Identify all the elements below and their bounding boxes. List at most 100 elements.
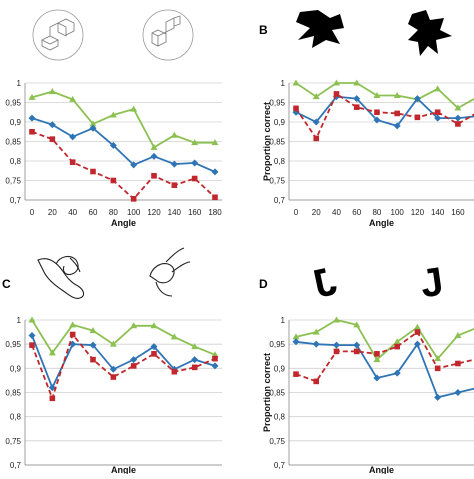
x-axis-label: Angle: [111, 218, 136, 228]
stimulus-letter-right: J: [418, 260, 446, 307]
data-point-blue: [211, 168, 219, 176]
data-point-red: [434, 109, 441, 116]
y-tick-label: 0,9: [10, 118, 22, 127]
data-point-blue: [373, 116, 381, 124]
data-point-red: [374, 351, 380, 357]
x-axis-label: Angle: [369, 465, 394, 474]
y-tick-label: 0,7: [10, 196, 22, 205]
series-line-red: [295, 330, 474, 383]
data-point-blue: [434, 114, 442, 122]
data-point-green: [48, 88, 56, 95]
data-point-green: [28, 93, 36, 100]
data-point-green: [413, 323, 421, 330]
data-point-blue: [454, 114, 462, 122]
data-point-green: [454, 104, 462, 111]
data-point-red: [90, 168, 96, 175]
data-point-red: [49, 395, 56, 402]
y-tick-label: 0,85: [5, 138, 21, 147]
data-point-red: [414, 114, 421, 121]
chart-panel-2: 0,7 0,75 0,8 0,85 0,9 0,95 1 0 20 40 60 80 100 120 140…: [259, 23, 474, 228]
panel-label: B: [259, 23, 268, 37]
x-tick-label: 80: [109, 208, 118, 217]
data-point-blue: [393, 122, 401, 130]
data-point-green: [353, 321, 361, 328]
x-tick-label: 20: [48, 208, 57, 217]
x-tick-label: 100: [127, 208, 141, 217]
y-tick-label: 0,75: [269, 177, 285, 186]
y-tick-label: 0,85: [269, 389, 285, 398]
data-point-green: [89, 327, 97, 334]
data-point-red: [353, 348, 360, 355]
data-point-green: [69, 95, 77, 102]
data-point-green: [292, 333, 300, 340]
data-point-red: [29, 128, 35, 135]
data-point-red: [151, 173, 157, 179]
svg-text:J: J: [418, 260, 446, 307]
data-point-green: [150, 143, 158, 150]
data-point-green: [312, 328, 320, 335]
data-point-blue: [109, 141, 117, 149]
x-tick-label: 60: [352, 208, 361, 217]
stimulus-cube-figure-right: [142, 9, 194, 61]
chart-panel-3: 0,70,750,80,850,90,951020406080100120140…: [2, 277, 222, 479]
x-axis-label: Angle: [111, 465, 136, 474]
data-point-blue: [191, 159, 199, 167]
data-point-green: [332, 316, 340, 323]
x-tick-label: 180: [208, 208, 222, 217]
data-point-green: [69, 321, 77, 328]
data-point-green: [109, 340, 117, 347]
y-tick-label: 0,8: [10, 413, 22, 422]
data-point-green: [28, 316, 36, 323]
data-point-red: [455, 360, 461, 367]
data-point-green: [353, 79, 361, 86]
y-tick-label: 0,7: [274, 196, 286, 205]
data-point-blue: [69, 133, 77, 141]
svg-text:J: J: [310, 259, 341, 307]
series-line-blue: [295, 95, 474, 127]
data-point-green: [191, 139, 199, 146]
data-point-red: [455, 121, 461, 127]
y-tick-label: 0,9: [274, 118, 286, 127]
y-tick-label: 1: [281, 79, 286, 88]
y-tick-label: 0,85: [269, 138, 285, 147]
data-point-green: [393, 91, 401, 98]
y-tick-label: 1: [17, 79, 22, 88]
x-tick-label: 120: [147, 208, 161, 217]
data-point-red: [130, 196, 137, 202]
y-tick-label: 0,7: [274, 461, 286, 470]
data-point-green: [130, 105, 138, 112]
data-point-green: [434, 355, 442, 362]
data-point-blue: [109, 365, 117, 373]
chart-panel-4: 0,70,750,80,850,90,951020406080100120140…: [259, 277, 474, 479]
data-point-blue: [312, 340, 320, 348]
data-point-green: [109, 111, 117, 118]
y-axis-label: Proportion correct: [262, 102, 272, 181]
x-tick-label: 100: [391, 208, 405, 217]
data-point-blue: [292, 338, 300, 346]
data-point-green: [150, 322, 158, 329]
data-point-green: [332, 79, 340, 86]
data-point-green: [170, 333, 178, 340]
data-point-blue: [150, 152, 158, 160]
y-tick-label: 0,9: [10, 364, 22, 373]
y-tick-label: 0,75: [5, 177, 21, 186]
series-line-green: [31, 90, 215, 149]
chart-panel-1: 0,7 0,75 0,8 0,85 0,9 0,95 1 0 20 40 60 80 100 120 140…: [5, 79, 222, 228]
series-line-green: [295, 319, 474, 361]
data-point-red: [394, 110, 400, 117]
data-point-red: [130, 363, 137, 369]
y-tick-label: 0,7: [10, 461, 22, 470]
x-tick-label: 0: [294, 208, 299, 217]
data-point-green: [130, 322, 138, 329]
y-tick-label: 0,8: [274, 157, 286, 166]
panel-label: C: [2, 277, 11, 291]
x-tick-label: 60: [89, 208, 98, 217]
series-line-red: [295, 92, 474, 141]
data-point-red: [212, 194, 218, 201]
data-point-red: [191, 364, 198, 371]
data-point-red: [171, 368, 178, 375]
data-point-green: [373, 356, 381, 363]
data-point-green: [170, 131, 178, 138]
x-tick-label: 160: [451, 208, 465, 217]
